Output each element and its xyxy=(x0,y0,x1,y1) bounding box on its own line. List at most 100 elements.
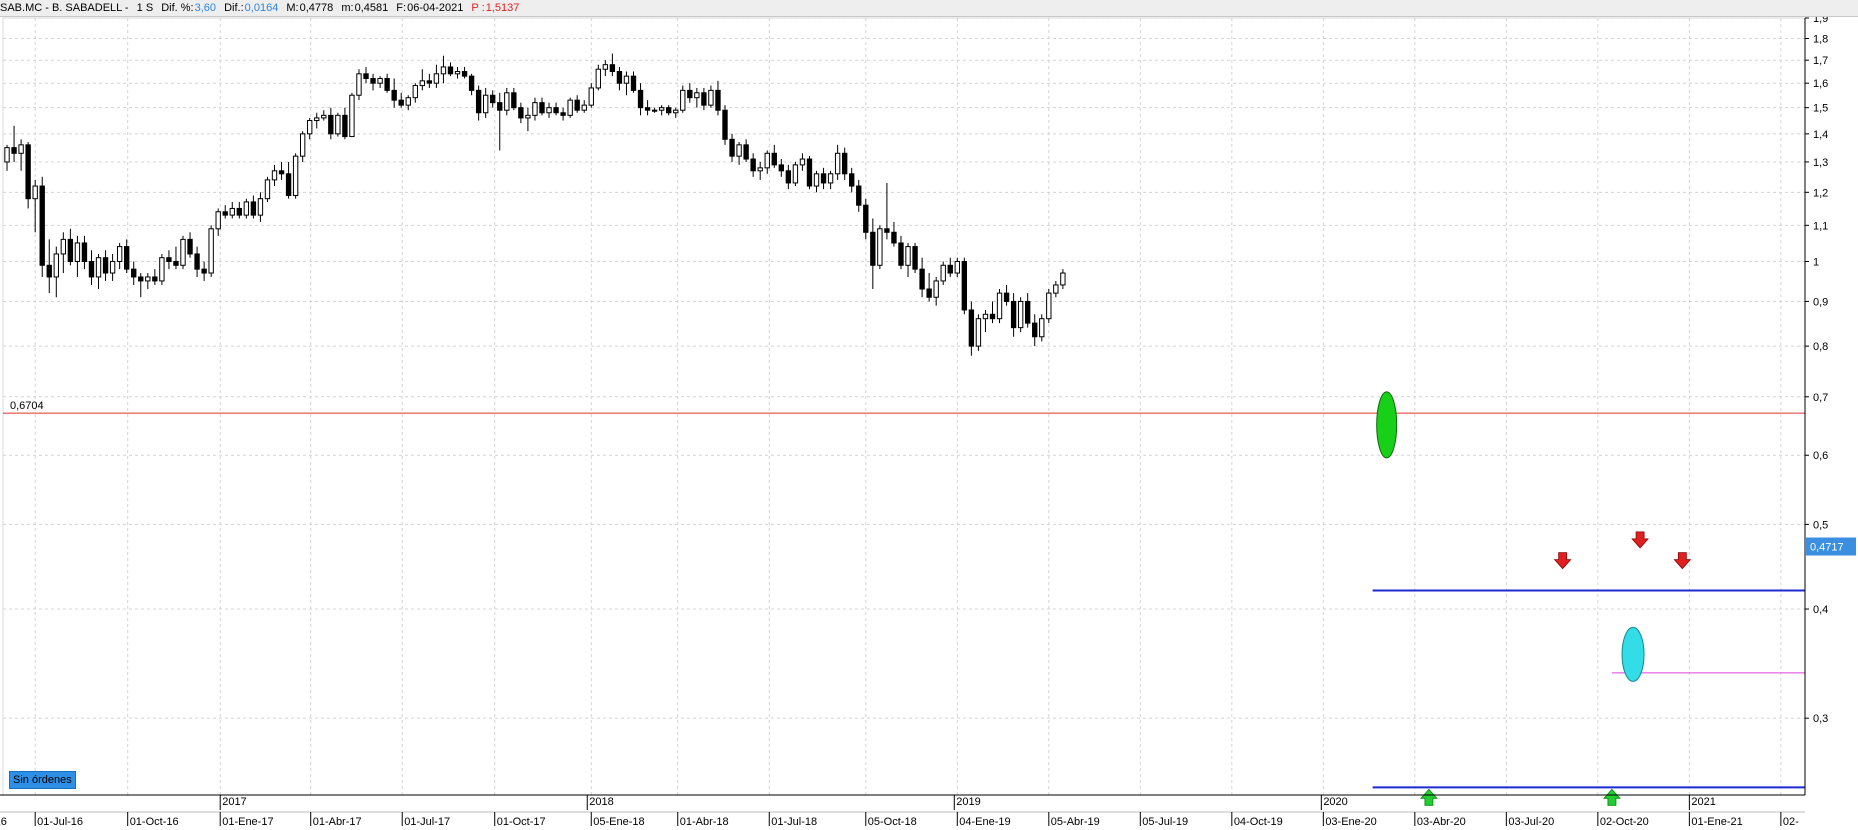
max-value: 0,4778 xyxy=(299,2,334,14)
candle-up xyxy=(349,94,355,138)
last-price-bg xyxy=(1806,537,1856,556)
candle-up xyxy=(581,104,587,111)
x-tick-label: 05-Oct-18 xyxy=(868,816,917,828)
candle-down xyxy=(166,257,172,262)
year-label: 2019 xyxy=(956,796,980,808)
candle-up xyxy=(673,109,679,114)
candle-down xyxy=(46,264,52,278)
year-label: 2020 xyxy=(1323,796,1347,808)
candle-up xyxy=(60,238,67,255)
x-tick-label: 02-Oct-20 xyxy=(1600,816,1649,828)
candle-down xyxy=(778,164,785,172)
annotation-lines: 0,6704 xyxy=(3,400,1805,789)
candle-down xyxy=(863,204,869,233)
y-tick-label: 1,6 xyxy=(1813,78,1828,90)
candle-up xyxy=(307,120,313,135)
candle-down xyxy=(687,89,693,99)
candle-up xyxy=(933,280,939,298)
candle-up xyxy=(356,73,362,96)
y-tick-label: 1,5 xyxy=(1813,103,1828,115)
date-label: F: xyxy=(396,2,407,14)
last-price-tag: 0,4717 xyxy=(1806,537,1856,556)
quote-header: SAB.MC - B. SABADELL - 1 S Dif. %:3,60 D… xyxy=(0,0,1858,17)
candle-up xyxy=(1053,284,1059,294)
candle-up xyxy=(532,102,538,116)
candle-down xyxy=(884,228,890,233)
candle-down xyxy=(1025,300,1031,324)
candle-down xyxy=(152,276,158,282)
candle-down xyxy=(370,77,376,84)
candle-down xyxy=(222,211,228,216)
last-price-value: 0,4717 xyxy=(1810,542,1844,554)
candle-down xyxy=(81,242,88,262)
candle-down xyxy=(11,147,17,154)
p-value: 1,5137 xyxy=(485,2,520,14)
candle-up xyxy=(229,207,235,216)
y-tick-label: 1,2 xyxy=(1813,187,1828,199)
y-tick-label: 1,7 xyxy=(1813,55,1828,67)
candle-down xyxy=(644,107,651,111)
candle-up xyxy=(1017,300,1024,329)
candle-down xyxy=(1010,300,1017,329)
candle-down xyxy=(785,170,792,184)
year-label: 2018 xyxy=(589,796,613,808)
candle-up xyxy=(623,75,630,84)
y-tick-label: 0,3 xyxy=(1813,713,1828,725)
candle-down xyxy=(560,112,566,116)
candle-up xyxy=(264,179,271,200)
candle-down xyxy=(616,71,623,84)
candle-down xyxy=(236,207,242,216)
candle-up xyxy=(482,94,489,114)
candle-up xyxy=(827,173,834,184)
candle-up xyxy=(32,185,38,200)
year-label: 2017 xyxy=(222,796,246,808)
candle-down xyxy=(856,185,862,206)
candle-down xyxy=(841,152,848,175)
buy-arrow-icon xyxy=(1420,788,1438,806)
candle-down xyxy=(518,107,524,119)
candle-down xyxy=(67,238,74,262)
candle-up xyxy=(159,257,165,282)
candle-up xyxy=(982,313,989,320)
candle-up xyxy=(412,85,418,99)
candle-up xyxy=(813,173,820,187)
candle-up xyxy=(504,92,510,111)
p-label: P : xyxy=(471,2,485,14)
candle-down xyxy=(574,99,580,111)
highlight-ellipse xyxy=(1376,391,1398,459)
candle-down xyxy=(25,144,31,200)
candle-up xyxy=(651,109,658,112)
highlight-ellipse xyxy=(1621,626,1645,682)
orders-button[interactable]: Sin órdenes xyxy=(9,771,76,789)
x-tick-label: 03-Jul-20 xyxy=(1508,816,1554,828)
candle-down xyxy=(250,201,257,216)
candle-down xyxy=(447,66,454,75)
max-label: M: xyxy=(286,2,299,14)
candle-down xyxy=(722,109,728,140)
candle-up xyxy=(792,164,799,184)
reference-line-label: 0,6704 xyxy=(10,400,44,412)
candle-down xyxy=(497,102,503,111)
candle-up xyxy=(116,246,123,262)
candle-down xyxy=(989,313,996,320)
candle-up xyxy=(4,147,10,163)
x-tick-label: 02- xyxy=(1783,816,1799,828)
candle-down xyxy=(609,64,616,73)
y-tick-label: 0,4 xyxy=(1813,604,1828,616)
candle-up xyxy=(419,80,426,87)
signal-markers xyxy=(1376,391,1692,806)
dif-label: Dif.: xyxy=(224,2,244,14)
candle-down xyxy=(539,102,545,114)
candles xyxy=(4,53,1066,356)
candle-up xyxy=(905,246,911,266)
candle-up xyxy=(588,87,594,106)
x-tick-label: 01-Jul-17 xyxy=(404,816,450,828)
sell-arrow-icon xyxy=(1673,552,1692,570)
candle-down xyxy=(947,264,953,274)
sell-arrow-icon xyxy=(1553,552,1572,570)
x-tick-label: 01-Ene-17 xyxy=(222,816,273,828)
candle-down xyxy=(285,173,292,196)
candle-down xyxy=(637,89,644,109)
candle-down xyxy=(461,71,468,77)
candle-down xyxy=(912,246,918,270)
